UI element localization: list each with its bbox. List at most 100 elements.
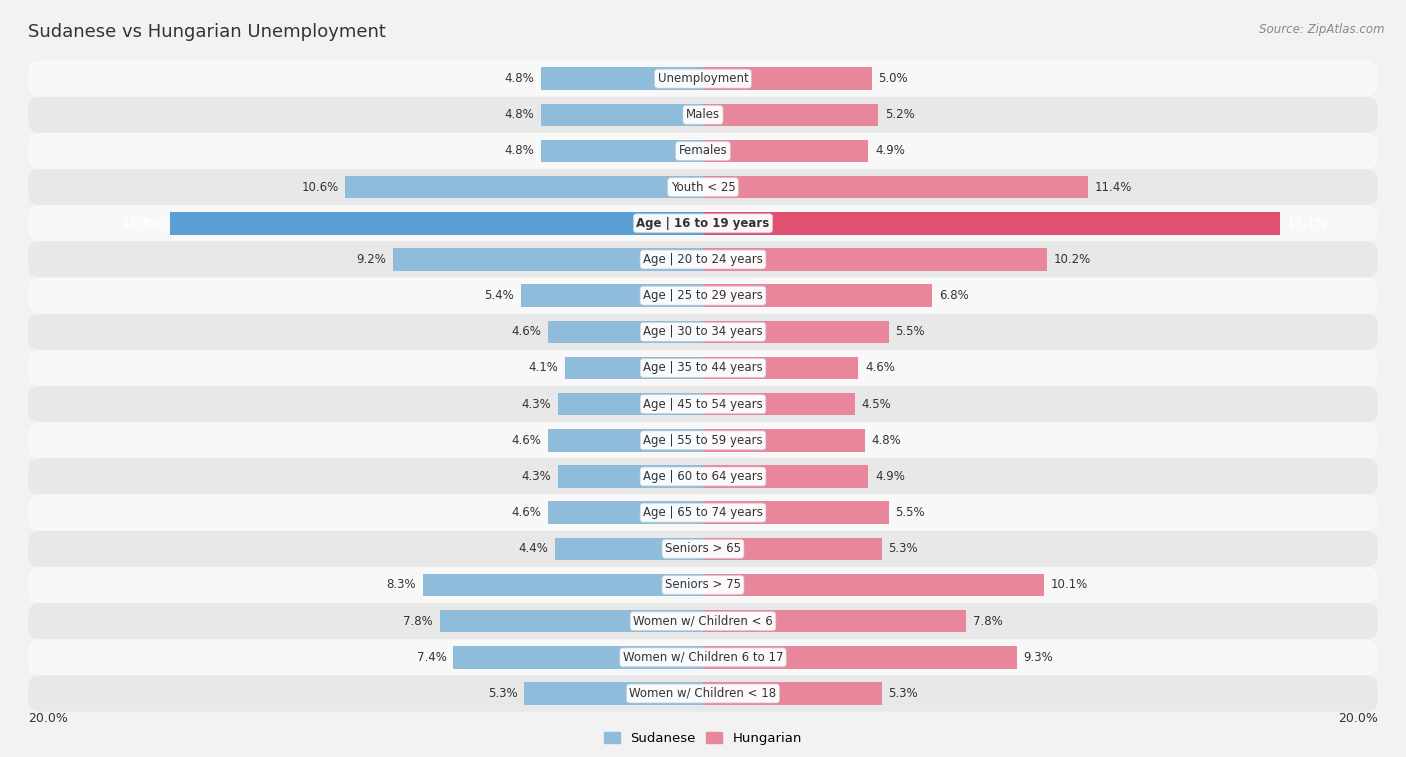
Text: 7.4%: 7.4% — [416, 651, 447, 664]
Text: 4.6%: 4.6% — [512, 506, 541, 519]
Text: 4.9%: 4.9% — [875, 145, 905, 157]
Bar — [703, 429, 865, 451]
Bar — [554, 537, 703, 560]
Text: 4.3%: 4.3% — [522, 397, 551, 410]
Text: Age | 65 to 74 years: Age | 65 to 74 years — [643, 506, 763, 519]
Text: 20.0%: 20.0% — [28, 712, 67, 724]
Bar — [703, 321, 889, 343]
Text: 4.4%: 4.4% — [517, 542, 548, 556]
Text: 10.2%: 10.2% — [1054, 253, 1091, 266]
FancyBboxPatch shape — [28, 494, 1378, 531]
FancyBboxPatch shape — [28, 61, 1378, 97]
Bar — [392, 248, 703, 271]
FancyBboxPatch shape — [28, 169, 1378, 205]
FancyBboxPatch shape — [28, 313, 1378, 350]
Bar — [703, 610, 966, 632]
Bar — [703, 357, 858, 379]
Bar — [423, 574, 703, 597]
Text: Women w/ Children < 6: Women w/ Children < 6 — [633, 615, 773, 628]
Text: 5.3%: 5.3% — [889, 542, 918, 556]
FancyBboxPatch shape — [28, 133, 1378, 169]
Text: Women w/ Children < 18: Women w/ Children < 18 — [630, 687, 776, 700]
Text: 8.3%: 8.3% — [387, 578, 416, 591]
Bar — [346, 176, 703, 198]
Text: Females: Females — [679, 145, 727, 157]
Bar — [558, 466, 703, 488]
Text: 4.8%: 4.8% — [505, 108, 534, 121]
FancyBboxPatch shape — [28, 241, 1378, 278]
Bar — [703, 393, 855, 416]
Bar — [703, 537, 882, 560]
Text: Unemployment: Unemployment — [658, 72, 748, 85]
Bar — [703, 285, 932, 307]
Text: Age | 30 to 34 years: Age | 30 to 34 years — [643, 326, 763, 338]
Bar — [703, 248, 1047, 271]
Bar — [703, 176, 1088, 198]
Text: 4.6%: 4.6% — [512, 434, 541, 447]
Legend: Sudanese, Hungarian: Sudanese, Hungarian — [599, 727, 807, 750]
Text: 5.2%: 5.2% — [886, 108, 915, 121]
Bar — [565, 357, 703, 379]
FancyBboxPatch shape — [28, 97, 1378, 133]
Text: 4.3%: 4.3% — [522, 470, 551, 483]
Text: 4.8%: 4.8% — [505, 72, 534, 85]
Text: Seniors > 75: Seniors > 75 — [665, 578, 741, 591]
Text: Source: ZipAtlas.com: Source: ZipAtlas.com — [1260, 23, 1385, 36]
Text: Age | 55 to 59 years: Age | 55 to 59 years — [643, 434, 763, 447]
FancyBboxPatch shape — [28, 386, 1378, 422]
Text: Youth < 25: Youth < 25 — [671, 181, 735, 194]
Bar — [703, 212, 1279, 235]
FancyBboxPatch shape — [28, 531, 1378, 567]
Text: 4.5%: 4.5% — [862, 397, 891, 410]
Bar — [703, 646, 1017, 668]
Bar — [703, 574, 1043, 597]
Bar — [548, 429, 703, 451]
Text: 5.5%: 5.5% — [896, 506, 925, 519]
Text: 4.9%: 4.9% — [875, 470, 905, 483]
Text: 9.3%: 9.3% — [1024, 651, 1053, 664]
Bar — [541, 104, 703, 126]
Bar — [703, 501, 889, 524]
Text: Age | 45 to 54 years: Age | 45 to 54 years — [643, 397, 763, 410]
FancyBboxPatch shape — [28, 567, 1378, 603]
Text: 5.3%: 5.3% — [889, 687, 918, 700]
Text: Sudanese vs Hungarian Unemployment: Sudanese vs Hungarian Unemployment — [28, 23, 387, 41]
FancyBboxPatch shape — [28, 639, 1378, 675]
Bar — [453, 646, 703, 668]
Text: Age | 25 to 29 years: Age | 25 to 29 years — [643, 289, 763, 302]
Text: Age | 16 to 19 years: Age | 16 to 19 years — [637, 217, 769, 230]
Text: Age | 60 to 64 years: Age | 60 to 64 years — [643, 470, 763, 483]
Text: 7.8%: 7.8% — [404, 615, 433, 628]
FancyBboxPatch shape — [28, 350, 1378, 386]
FancyBboxPatch shape — [28, 675, 1378, 712]
Text: 5.4%: 5.4% — [484, 289, 515, 302]
Text: 4.8%: 4.8% — [505, 145, 534, 157]
Text: 10.1%: 10.1% — [1050, 578, 1088, 591]
Text: 9.2%: 9.2% — [356, 253, 385, 266]
Bar — [703, 67, 872, 90]
Bar — [703, 466, 869, 488]
Bar — [541, 140, 703, 162]
Text: 6.8%: 6.8% — [939, 289, 969, 302]
Text: 7.8%: 7.8% — [973, 615, 1002, 628]
Bar — [440, 610, 703, 632]
Bar — [703, 104, 879, 126]
Bar — [558, 393, 703, 416]
Text: 4.8%: 4.8% — [872, 434, 901, 447]
Bar — [520, 285, 703, 307]
Bar — [703, 682, 882, 705]
Text: 15.8%: 15.8% — [122, 217, 163, 230]
Text: 5.3%: 5.3% — [488, 687, 517, 700]
Text: 17.1%: 17.1% — [1286, 217, 1327, 230]
Text: 5.0%: 5.0% — [879, 72, 908, 85]
Bar — [548, 501, 703, 524]
Text: 11.4%: 11.4% — [1094, 181, 1132, 194]
Bar — [541, 67, 703, 90]
FancyBboxPatch shape — [28, 459, 1378, 494]
FancyBboxPatch shape — [28, 278, 1378, 313]
FancyBboxPatch shape — [28, 205, 1378, 241]
Text: Males: Males — [686, 108, 720, 121]
Bar — [548, 321, 703, 343]
Bar — [703, 140, 869, 162]
Text: Age | 35 to 44 years: Age | 35 to 44 years — [643, 362, 763, 375]
